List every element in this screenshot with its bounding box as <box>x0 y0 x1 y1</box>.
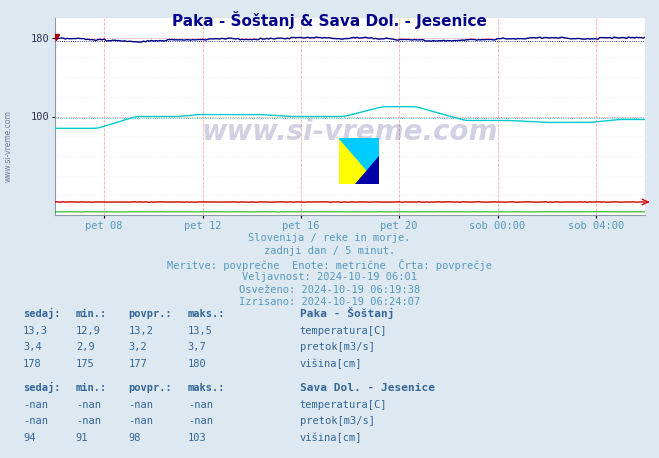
Text: -nan: -nan <box>129 400 154 410</box>
Text: www.si-vreme.com: www.si-vreme.com <box>4 111 13 182</box>
Text: 2,9: 2,9 <box>76 342 94 352</box>
Text: Slovenija / reke in morje.: Slovenija / reke in morje. <box>248 233 411 243</box>
Text: Sava Dol. - Jesenice: Sava Dol. - Jesenice <box>300 383 435 393</box>
Text: zadnji dan / 5 minut.: zadnji dan / 5 minut. <box>264 246 395 256</box>
Text: Osveženo: 2024-10-19 06:19:38: Osveženo: 2024-10-19 06:19:38 <box>239 284 420 294</box>
Polygon shape <box>339 138 379 184</box>
Text: min.:: min.: <box>76 309 107 319</box>
Text: 3,4: 3,4 <box>23 342 42 352</box>
Text: temperatura[C]: temperatura[C] <box>300 326 387 336</box>
Text: 177: 177 <box>129 359 147 369</box>
Text: -nan: -nan <box>76 400 101 410</box>
Text: sedaj:: sedaj: <box>23 308 61 319</box>
Text: povpr.:: povpr.: <box>129 383 172 393</box>
Polygon shape <box>339 138 379 184</box>
Text: sedaj:: sedaj: <box>23 382 61 393</box>
Text: www.si-vreme.com: www.si-vreme.com <box>202 118 498 146</box>
Text: -nan: -nan <box>188 416 213 426</box>
Text: maks.:: maks.: <box>188 383 225 393</box>
Text: pretok[m3/s]: pretok[m3/s] <box>300 416 375 426</box>
Text: 180: 180 <box>188 359 206 369</box>
Text: temperatura[C]: temperatura[C] <box>300 400 387 410</box>
Text: -nan: -nan <box>188 400 213 410</box>
Text: 13,2: 13,2 <box>129 326 154 336</box>
Text: min.:: min.: <box>76 383 107 393</box>
Text: Paka - Šoštanj & Sava Dol. - Jesenice: Paka - Šoštanj & Sava Dol. - Jesenice <box>172 11 487 29</box>
Text: 103: 103 <box>188 433 206 443</box>
Text: -nan: -nan <box>23 400 48 410</box>
Text: -nan: -nan <box>76 416 101 426</box>
Polygon shape <box>355 156 379 184</box>
Text: 3,7: 3,7 <box>188 342 206 352</box>
Text: maks.:: maks.: <box>188 309 225 319</box>
Text: Izrisano: 2024-10-19 06:24:07: Izrisano: 2024-10-19 06:24:07 <box>239 297 420 307</box>
Text: 178: 178 <box>23 359 42 369</box>
Text: Veljavnost: 2024-10-19 06:01: Veljavnost: 2024-10-19 06:01 <box>242 272 417 282</box>
Text: povpr.:: povpr.: <box>129 309 172 319</box>
Text: -nan: -nan <box>129 416 154 426</box>
Text: 91: 91 <box>76 433 88 443</box>
Text: višina[cm]: višina[cm] <box>300 432 362 443</box>
Text: višina[cm]: višina[cm] <box>300 358 362 369</box>
Text: Meritve: povprečne  Enote: metrične  Črta: povprečje: Meritve: povprečne Enote: metrične Črta:… <box>167 259 492 271</box>
Text: 175: 175 <box>76 359 94 369</box>
Text: -nan: -nan <box>23 416 48 426</box>
Text: 12,9: 12,9 <box>76 326 101 336</box>
Text: 3,2: 3,2 <box>129 342 147 352</box>
Text: Paka - Šoštanj: Paka - Šoštanj <box>300 307 394 319</box>
Text: 94: 94 <box>23 433 36 443</box>
Text: 98: 98 <box>129 433 141 443</box>
Text: 13,3: 13,3 <box>23 326 48 336</box>
Text: pretok[m3/s]: pretok[m3/s] <box>300 342 375 352</box>
Text: 13,5: 13,5 <box>188 326 213 336</box>
